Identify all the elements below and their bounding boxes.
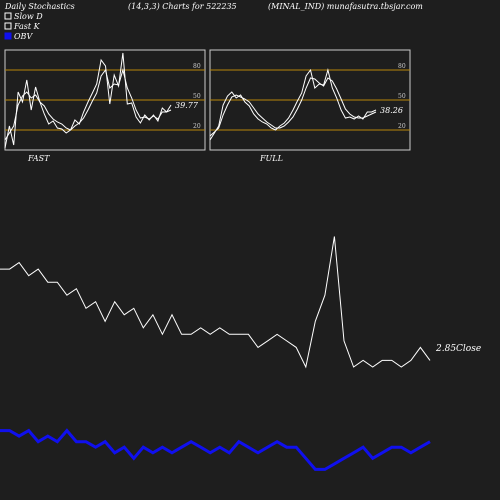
fast-tick-80: 80 [193,63,201,70]
price-series-obv [0,428,431,471]
fast-tick-50: 50 [193,93,201,100]
chart-title-right: (MINAL_IND) munafasutra.tbsjar.com [268,2,423,11]
full-tick-50: 50 [398,93,406,100]
legend-label-slow-d: Slow D [14,12,43,21]
full-last-value: 38.26 [380,106,403,115]
chart-title-left: Daily Stochastics [4,2,75,11]
full-stochastic-panel: 20 50 80 38.26 [209,49,411,151]
price-series-close [0,236,431,369]
full-tick-80: 80 [398,63,406,70]
legend-swatch-slow-d [4,12,12,20]
close-value-label: 2.85Close [435,344,481,354]
fast-tick-20: 20 [193,123,201,130]
close-value: 2.85 [435,344,456,354]
fast-panel-label: FAST [27,154,50,163]
legend-swatch-obv [4,32,12,40]
close-word: Close [456,344,481,354]
fast-stochastic-panel: 20 50 80 39.77 [4,49,206,151]
svg-text:2.85Close: 2.85Close [435,344,481,354]
full-tick-20: 20 [398,123,406,130]
full-panel-label: FULL [259,154,283,163]
legend-swatch-fast-k [4,22,12,30]
legend-label-fast-k: Fast K [13,22,41,31]
fast-series-slow-d [4,68,172,141]
fast-last-value: 39.77 [175,101,199,110]
chart-title-center: (14,3,3) Charts for 522235 [128,2,237,11]
full-series-slow-d [209,77,377,137]
legend-label-obv: OBV [14,32,33,41]
price-obv-panel [0,236,431,471]
full-series-fast-k [209,68,377,141]
legend: Slow D Fast K OBV [4,12,43,41]
